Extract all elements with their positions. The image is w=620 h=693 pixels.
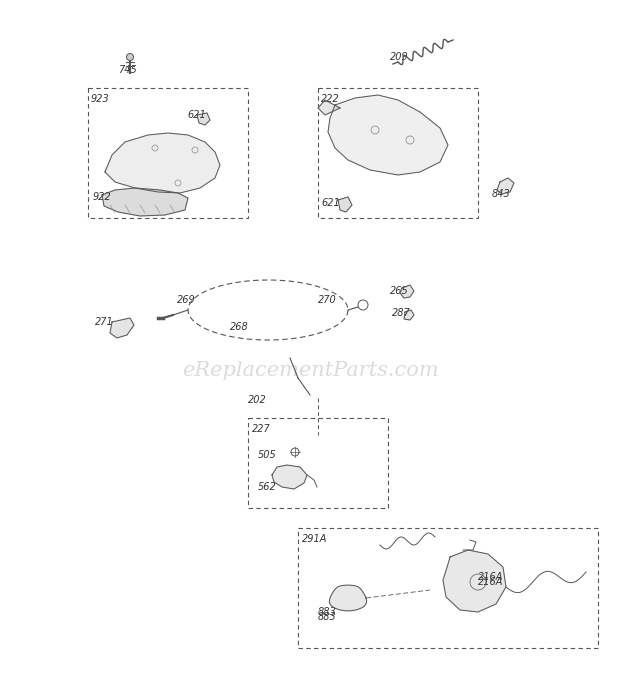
Polygon shape bbox=[329, 585, 366, 611]
Text: 271: 271 bbox=[95, 317, 113, 327]
Text: 227: 227 bbox=[252, 424, 271, 434]
Polygon shape bbox=[338, 197, 352, 212]
Text: 923: 923 bbox=[91, 94, 110, 104]
Bar bbox=[318, 88, 478, 218]
Text: eReplacementParts.com: eReplacementParts.com bbox=[182, 360, 438, 380]
Text: 270: 270 bbox=[318, 295, 337, 305]
Text: 265: 265 bbox=[390, 286, 409, 296]
Text: 883: 883 bbox=[318, 607, 337, 617]
Text: 621: 621 bbox=[321, 198, 340, 208]
Polygon shape bbox=[404, 310, 414, 320]
Polygon shape bbox=[318, 100, 340, 115]
Text: 922: 922 bbox=[93, 192, 112, 202]
Text: 222: 222 bbox=[321, 94, 340, 104]
Polygon shape bbox=[197, 113, 210, 125]
Polygon shape bbox=[110, 318, 134, 338]
Text: 505: 505 bbox=[258, 450, 277, 460]
Text: 291A: 291A bbox=[302, 534, 327, 544]
Polygon shape bbox=[272, 465, 307, 489]
Text: 883: 883 bbox=[318, 612, 337, 622]
Polygon shape bbox=[443, 550, 506, 612]
Polygon shape bbox=[105, 133, 220, 193]
Bar bbox=[88, 88, 248, 218]
Polygon shape bbox=[102, 188, 188, 216]
Bar bbox=[248, 418, 388, 508]
Text: 562: 562 bbox=[258, 482, 277, 492]
Text: 287: 287 bbox=[392, 308, 410, 318]
Text: 843: 843 bbox=[492, 189, 511, 199]
Text: 269: 269 bbox=[177, 295, 196, 305]
Polygon shape bbox=[400, 285, 414, 298]
Text: 209: 209 bbox=[390, 52, 409, 62]
Bar bbox=[298, 528, 598, 648]
Text: 621: 621 bbox=[187, 110, 206, 120]
Polygon shape bbox=[328, 95, 448, 175]
Text: 268: 268 bbox=[230, 322, 249, 332]
Text: 216A: 216A bbox=[478, 572, 503, 582]
Polygon shape bbox=[497, 178, 514, 194]
Text: 745: 745 bbox=[118, 65, 137, 75]
Text: 202: 202 bbox=[248, 395, 267, 405]
Circle shape bbox=[126, 53, 133, 60]
Text: 216A: 216A bbox=[478, 577, 503, 587]
